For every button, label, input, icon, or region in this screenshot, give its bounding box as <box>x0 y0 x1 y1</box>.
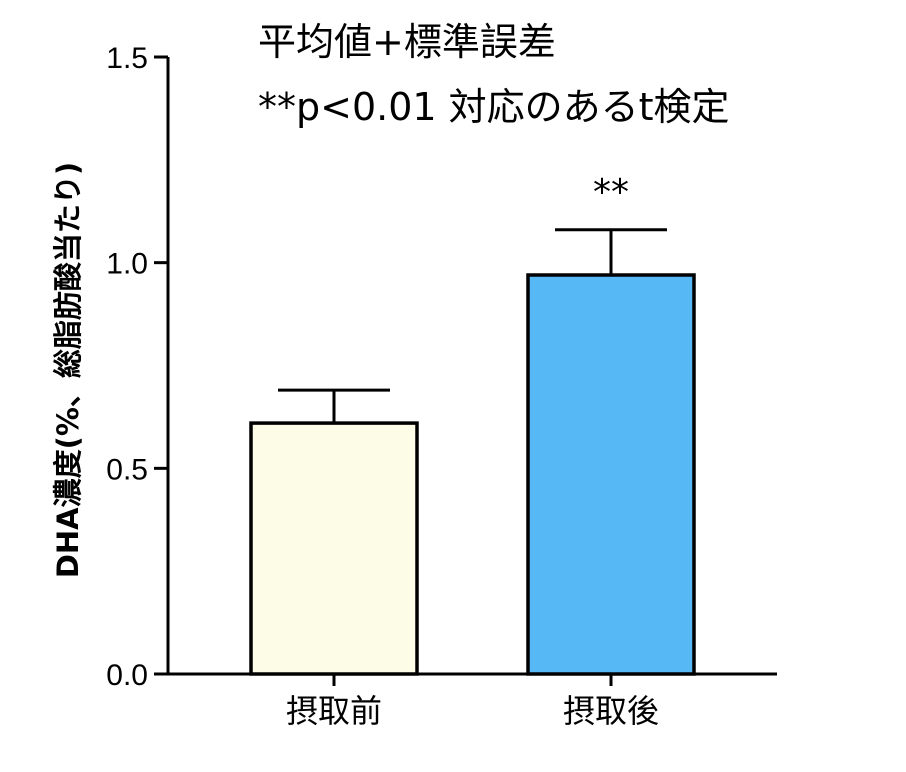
y-axis-label: DHA濃度(%、総脂肪酸当たり) <box>51 162 85 578</box>
x-tick-label: 摂取後 <box>563 692 659 730</box>
bar-2 <box>526 273 696 676</box>
y-tick-label: 0.5 <box>106 453 148 486</box>
x-tick-label: 摂取前 <box>286 692 382 730</box>
annotation-mean-se: 平均値+標準誤差 <box>258 20 556 64</box>
y-tick-label: 0.0 <box>106 659 148 692</box>
annotation-ttest: **p<0.01 対応のあるt検定 <box>258 85 730 129</box>
bar-1 <box>249 421 419 676</box>
y-tick-label: 1.0 <box>106 248 148 281</box>
significance-marker: ** <box>593 172 629 213</box>
y-tick-label: 1.5 <box>106 42 148 75</box>
